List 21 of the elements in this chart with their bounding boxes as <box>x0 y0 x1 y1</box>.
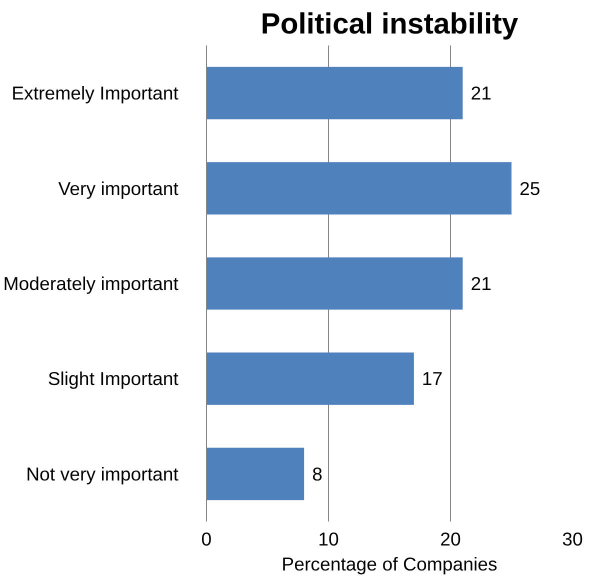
y-tick-label: Not very important <box>26 463 180 484</box>
data-label: 25 <box>520 178 540 199</box>
chart-title: Political instability <box>260 8 519 40</box>
bar <box>206 352 414 405</box>
x-tick-label: 0 <box>201 528 212 550</box>
x-tick-label: 10 <box>318 528 339 550</box>
data-label: 21 <box>470 82 492 104</box>
data-label: 17 <box>422 368 443 390</box>
y-tick-label: Very important <box>58 178 180 199</box>
data-label: 21 <box>470 273 492 294</box>
bar <box>206 448 304 500</box>
x-axis-title: Percentage of Companies <box>282 554 498 574</box>
y-tick-label: Slight Important <box>48 368 180 390</box>
x-tick-label: 20 <box>440 528 461 550</box>
data-label: 8 <box>312 463 322 484</box>
x-tick-label: 30 <box>562 528 583 550</box>
y-tick-label: Moderately important <box>3 273 180 294</box>
y-tick-label: Extremely Important <box>12 82 180 104</box>
bar <box>206 66 463 120</box>
bar <box>206 257 463 310</box>
bar <box>206 162 512 214</box>
